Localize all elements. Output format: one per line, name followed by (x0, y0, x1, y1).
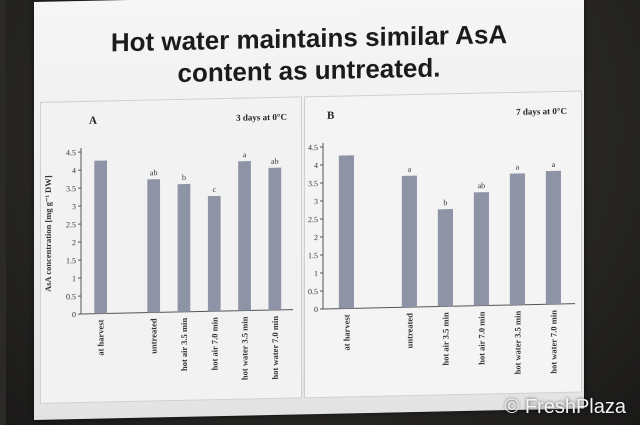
y-tick-label: 3 (314, 197, 318, 206)
bar-chart-a: A 3 days at 0°C 0 0.5 1 1.5 2 2.5 3 3.5 4 4.5 AsA co… (43, 112, 293, 380)
presentation-slide: Hot water maintains similar AsA content … (34, 0, 584, 420)
freshplaza-watermark: © FreshPlaza (504, 396, 626, 418)
x-tick-label: hot air 7.0 min (476, 311, 486, 365)
bar (177, 183, 191, 312)
panel-label: A (89, 115, 97, 127)
x-tick-label: at harvest (341, 314, 351, 350)
bar (338, 155, 354, 309)
y-tick-label: 2 (314, 233, 318, 242)
x-tick-label: at harvest (96, 319, 106, 355)
chart-title: 7 days at 0°C (516, 106, 567, 117)
bar (509, 173, 525, 306)
projector-screen: Hot water maintains similar AsA content … (6, 0, 640, 425)
y-tick-label: 2.5 (308, 215, 318, 224)
x-tick-label: hot water 7.0 min (548, 310, 558, 374)
y-axis-label: AsA concentration [mg g⁻¹ DW] (43, 175, 53, 292)
bar-chart-b: B 7 days at 0°C 0 0.5 1 1.5 2 2.5 3 3.5 4 4.5 at har… (308, 106, 575, 375)
x-tick-label: hot air 7.0 min (209, 317, 219, 371)
panel-label: B (327, 110, 335, 122)
y-tick-label: 0.5 (308, 287, 318, 296)
bar (437, 209, 453, 307)
y-tick-label: 1 (314, 269, 318, 278)
x-tick-label: untreated (404, 313, 414, 349)
y-tick-label: 3.5 (66, 184, 76, 193)
significance-label: a (243, 150, 247, 159)
y-tick-label: 2.5 (66, 220, 76, 229)
x-tick-label: hot water 7.0 min (270, 316, 280, 380)
y-tick-label: 0.5 (66, 292, 76, 301)
significance-label: b (182, 173, 186, 182)
y-tick-label: 1 (72, 274, 76, 283)
significance-label: a (516, 162, 520, 171)
chart-title: 3 days at 0°C (236, 112, 287, 123)
chart-panel-b: B 7 days at 0°C 0 0.5 1 1.5 2 2.5 3 3.5 4 4.5 at har… (304, 90, 582, 399)
significance-label: ab (150, 168, 158, 177)
y-tick-label: 4.5 (66, 148, 76, 157)
significance-label: a (408, 165, 412, 174)
y-tick-label: 4.5 (308, 143, 318, 152)
x-tick-label: hot water 3.5 min (240, 316, 250, 380)
y-tick-label: 1.5 (66, 256, 76, 265)
y-tick-label: 2 (72, 238, 76, 247)
y-tick-label: 4 (314, 161, 318, 170)
y-tick-label: 3 (72, 202, 76, 211)
bar (401, 175, 417, 308)
y-tick-label: 4 (72, 166, 76, 175)
x-tick-label: hot water 3.5 min (512, 311, 522, 375)
x-tick-label: untreated (149, 318, 159, 354)
bar (545, 170, 561, 305)
y-tick-label: 0 (72, 310, 76, 319)
y-tick-label: 3.5 (308, 179, 318, 188)
bar (238, 161, 251, 311)
bar (268, 167, 282, 311)
y-tick-label: 0 (314, 305, 318, 314)
bar (147, 179, 161, 313)
significance-label: b (443, 198, 447, 207)
significance-label: a (552, 160, 556, 169)
x-tick-label: hot air 3.5 min (179, 317, 189, 371)
y-tick-label: 1.5 (308, 251, 318, 260)
significance-label: c (212, 185, 216, 194)
x-tick-label: hot air 3.5 min (440, 312, 450, 366)
bar (207, 195, 221, 312)
significance-label: ab (478, 181, 486, 190)
bar (473, 192, 489, 306)
slide-title: Hot water maintains similar AsA content … (110, 19, 508, 88)
significance-label: ab (271, 157, 279, 166)
bar (94, 160, 108, 314)
chart-panel-a: A 3 days at 0°C 0 0.5 1 1.5 2 2.5 3 3.5 4 4.5 AsA co… (40, 96, 302, 404)
